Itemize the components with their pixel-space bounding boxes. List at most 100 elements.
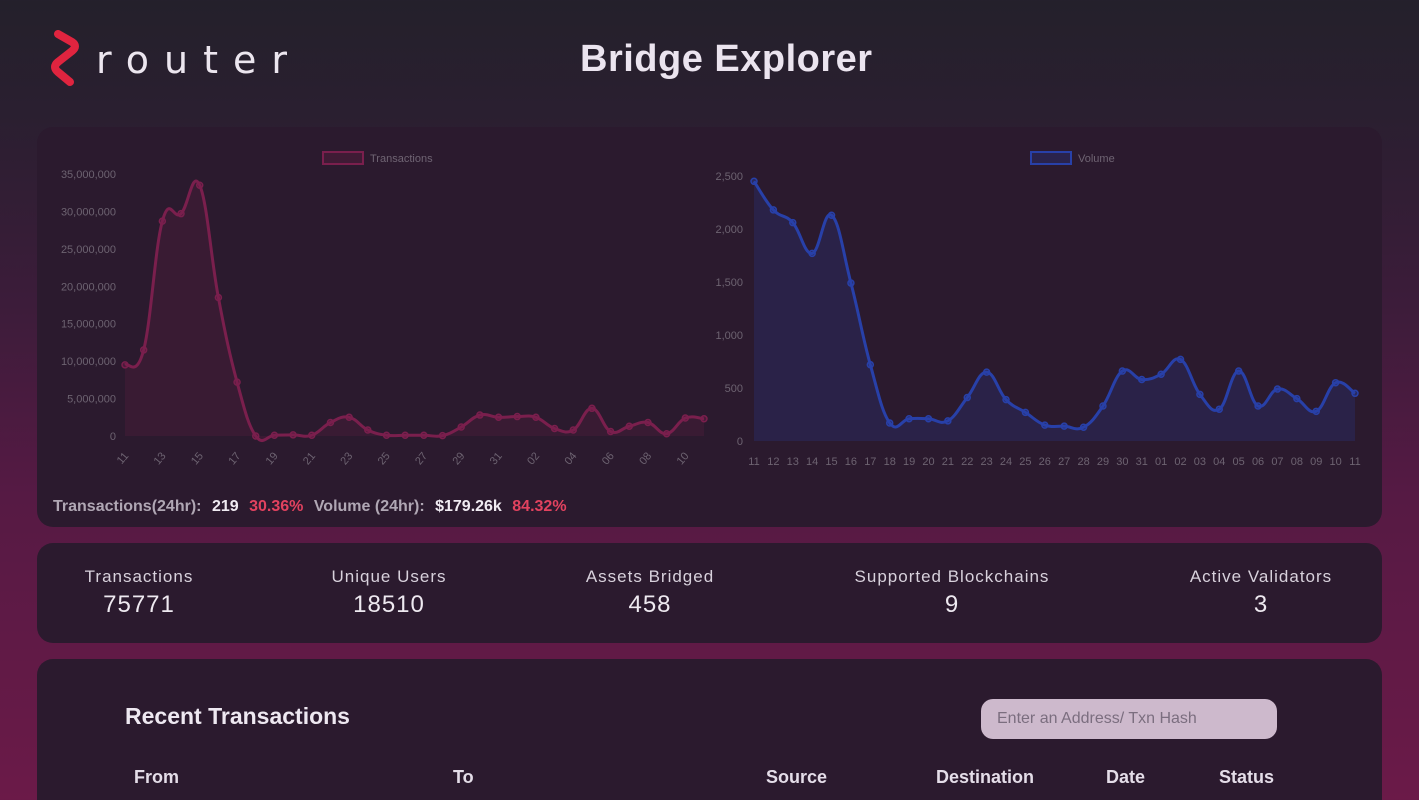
x-tick-label: 10 [1329, 456, 1341, 468]
router-logo[interactable]: router [50, 30, 287, 90]
stats-card: Transactions 75771 Unique Users 18510 As… [37, 543, 1382, 643]
data-point [494, 413, 503, 422]
data-point [1002, 395, 1010, 404]
x-tick-label: 06 [600, 450, 617, 467]
data-point [139, 346, 148, 354]
data-point [808, 249, 816, 258]
chart-legend: Transactions [322, 151, 433, 165]
column-header-source[interactable]: Source [766, 767, 828, 787]
y-tick-label: 20,000,000 [61, 281, 116, 293]
logo-text: router [96, 38, 303, 82]
header: router Bridge Explorer [0, 0, 1419, 120]
data-point [476, 411, 484, 419]
x-tick-label: 27 [1058, 456, 1070, 468]
data-point [1293, 394, 1301, 403]
data-point [214, 293, 223, 302]
x-tick-label: 29 [450, 450, 467, 467]
x-tick-label: 19 [264, 450, 281, 467]
y-tick-label: 10,000,000 [61, 356, 116, 368]
data-point [420, 431, 428, 440]
data-point [1254, 402, 1262, 410]
stat-active-validators: Active Validators 3 [1185, 567, 1337, 619]
stat-label: Unique Users [331, 567, 447, 586]
volume-chart: Volume 0 500 1,000 1,500 2,000 2,500 11 12 13 14 15… [715, 151, 1361, 468]
stat-label: Supported Blockchains [854, 567, 1050, 586]
data-point [251, 432, 260, 440]
data-point [1176, 355, 1185, 364]
stat-label: Active Validators [1189, 567, 1333, 586]
data-point [121, 361, 129, 369]
data-point [1021, 408, 1030, 417]
data-point [345, 413, 353, 422]
legend-label: Volume [1078, 153, 1115, 165]
data-point [382, 431, 391, 440]
data-point [662, 430, 671, 438]
x-tick-label: 25 [1019, 456, 1031, 468]
data-point [1234, 367, 1243, 375]
vol-24hr-change: 84.32% [512, 498, 567, 515]
x-tick-label: 23 [981, 456, 993, 468]
x-tick-label: 22 [961, 456, 973, 468]
data-point [1099, 402, 1107, 410]
x-tick-label: 04 [1213, 456, 1225, 468]
stat-supported-blockchains: Supported Blockchains 9 [849, 567, 1055, 619]
x-tick-label: 02 [525, 450, 542, 467]
x-tick-label: 01 [1155, 456, 1167, 468]
tx-24hr-value: 219 [211, 498, 239, 515]
y-tick-label: 2,500 [715, 171, 743, 183]
y-tick-label: 0 [737, 436, 743, 448]
data-point [681, 414, 690, 422]
data-point [569, 426, 578, 434]
data-point [924, 414, 933, 423]
x-tick-label: 23 [338, 450, 355, 467]
x-tick-label: 08 [1291, 456, 1303, 468]
x-tick-label: 08 [637, 450, 654, 467]
data-point [158, 217, 167, 225]
y-tick-label: 5,000,000 [67, 394, 116, 406]
x-tick-label: 11 [115, 450, 132, 466]
x-tick-label: 14 [806, 456, 818, 468]
x-tick-label: 10 [675, 450, 692, 467]
router-logo-icon [51, 30, 79, 86]
column-header-date[interactable]: Date [1106, 767, 1146, 787]
stat-label: Assets Bridged [585, 567, 715, 586]
y-tick-label: 30,000,000 [61, 206, 116, 218]
x-tick-label: 15 [825, 456, 837, 468]
data-point [885, 419, 894, 427]
data-point [1196, 390, 1204, 399]
x-tick-label: 11 [748, 456, 759, 468]
legend-swatch [322, 151, 364, 165]
stat-assets-bridged: Assets Bridged 458 [580, 567, 720, 619]
x-tick-label: 27 [413, 450, 430, 467]
stat-transactions: Transactions 75771 [77, 567, 201, 619]
column-header-status[interactable]: Status [1219, 767, 1275, 787]
x-tick-label: 28 [1077, 456, 1089, 468]
search-input[interactable] [981, 699, 1277, 739]
x-tick-label: 20 [922, 456, 934, 468]
stat-label: Transactions [84, 567, 194, 586]
x-tick-label: 25 [376, 450, 393, 467]
column-header-from[interactable]: From [134, 767, 179, 787]
vol-24hr-value: $179.26k [435, 498, 502, 515]
x-tick-label: 13 [787, 456, 799, 468]
legend-label: Transactions [370, 153, 433, 165]
data-point [963, 393, 972, 402]
data-point [1215, 405, 1224, 413]
stat-value: 75771 [103, 591, 175, 618]
data-point [289, 431, 297, 439]
column-header-to[interactable]: To [453, 767, 474, 787]
x-tick-label: 19 [903, 456, 915, 468]
column-header-destination[interactable]: Destination [936, 767, 1035, 787]
recent-transactions-title: Recent Transactions [125, 703, 350, 729]
x-tick-label: 21 [301, 450, 318, 467]
series-area [125, 180, 704, 441]
y-tick-label: 35,000,000 [61, 169, 116, 181]
stat-value: 9 [944, 591, 960, 618]
data-point [513, 412, 521, 421]
data-point [401, 431, 409, 440]
x-tick-label: 26 [1039, 456, 1051, 468]
data-point [438, 431, 447, 440]
series-line [124, 179, 705, 442]
x-tick-label: 17 [226, 450, 243, 467]
x-tick-label: 17 [864, 456, 876, 468]
